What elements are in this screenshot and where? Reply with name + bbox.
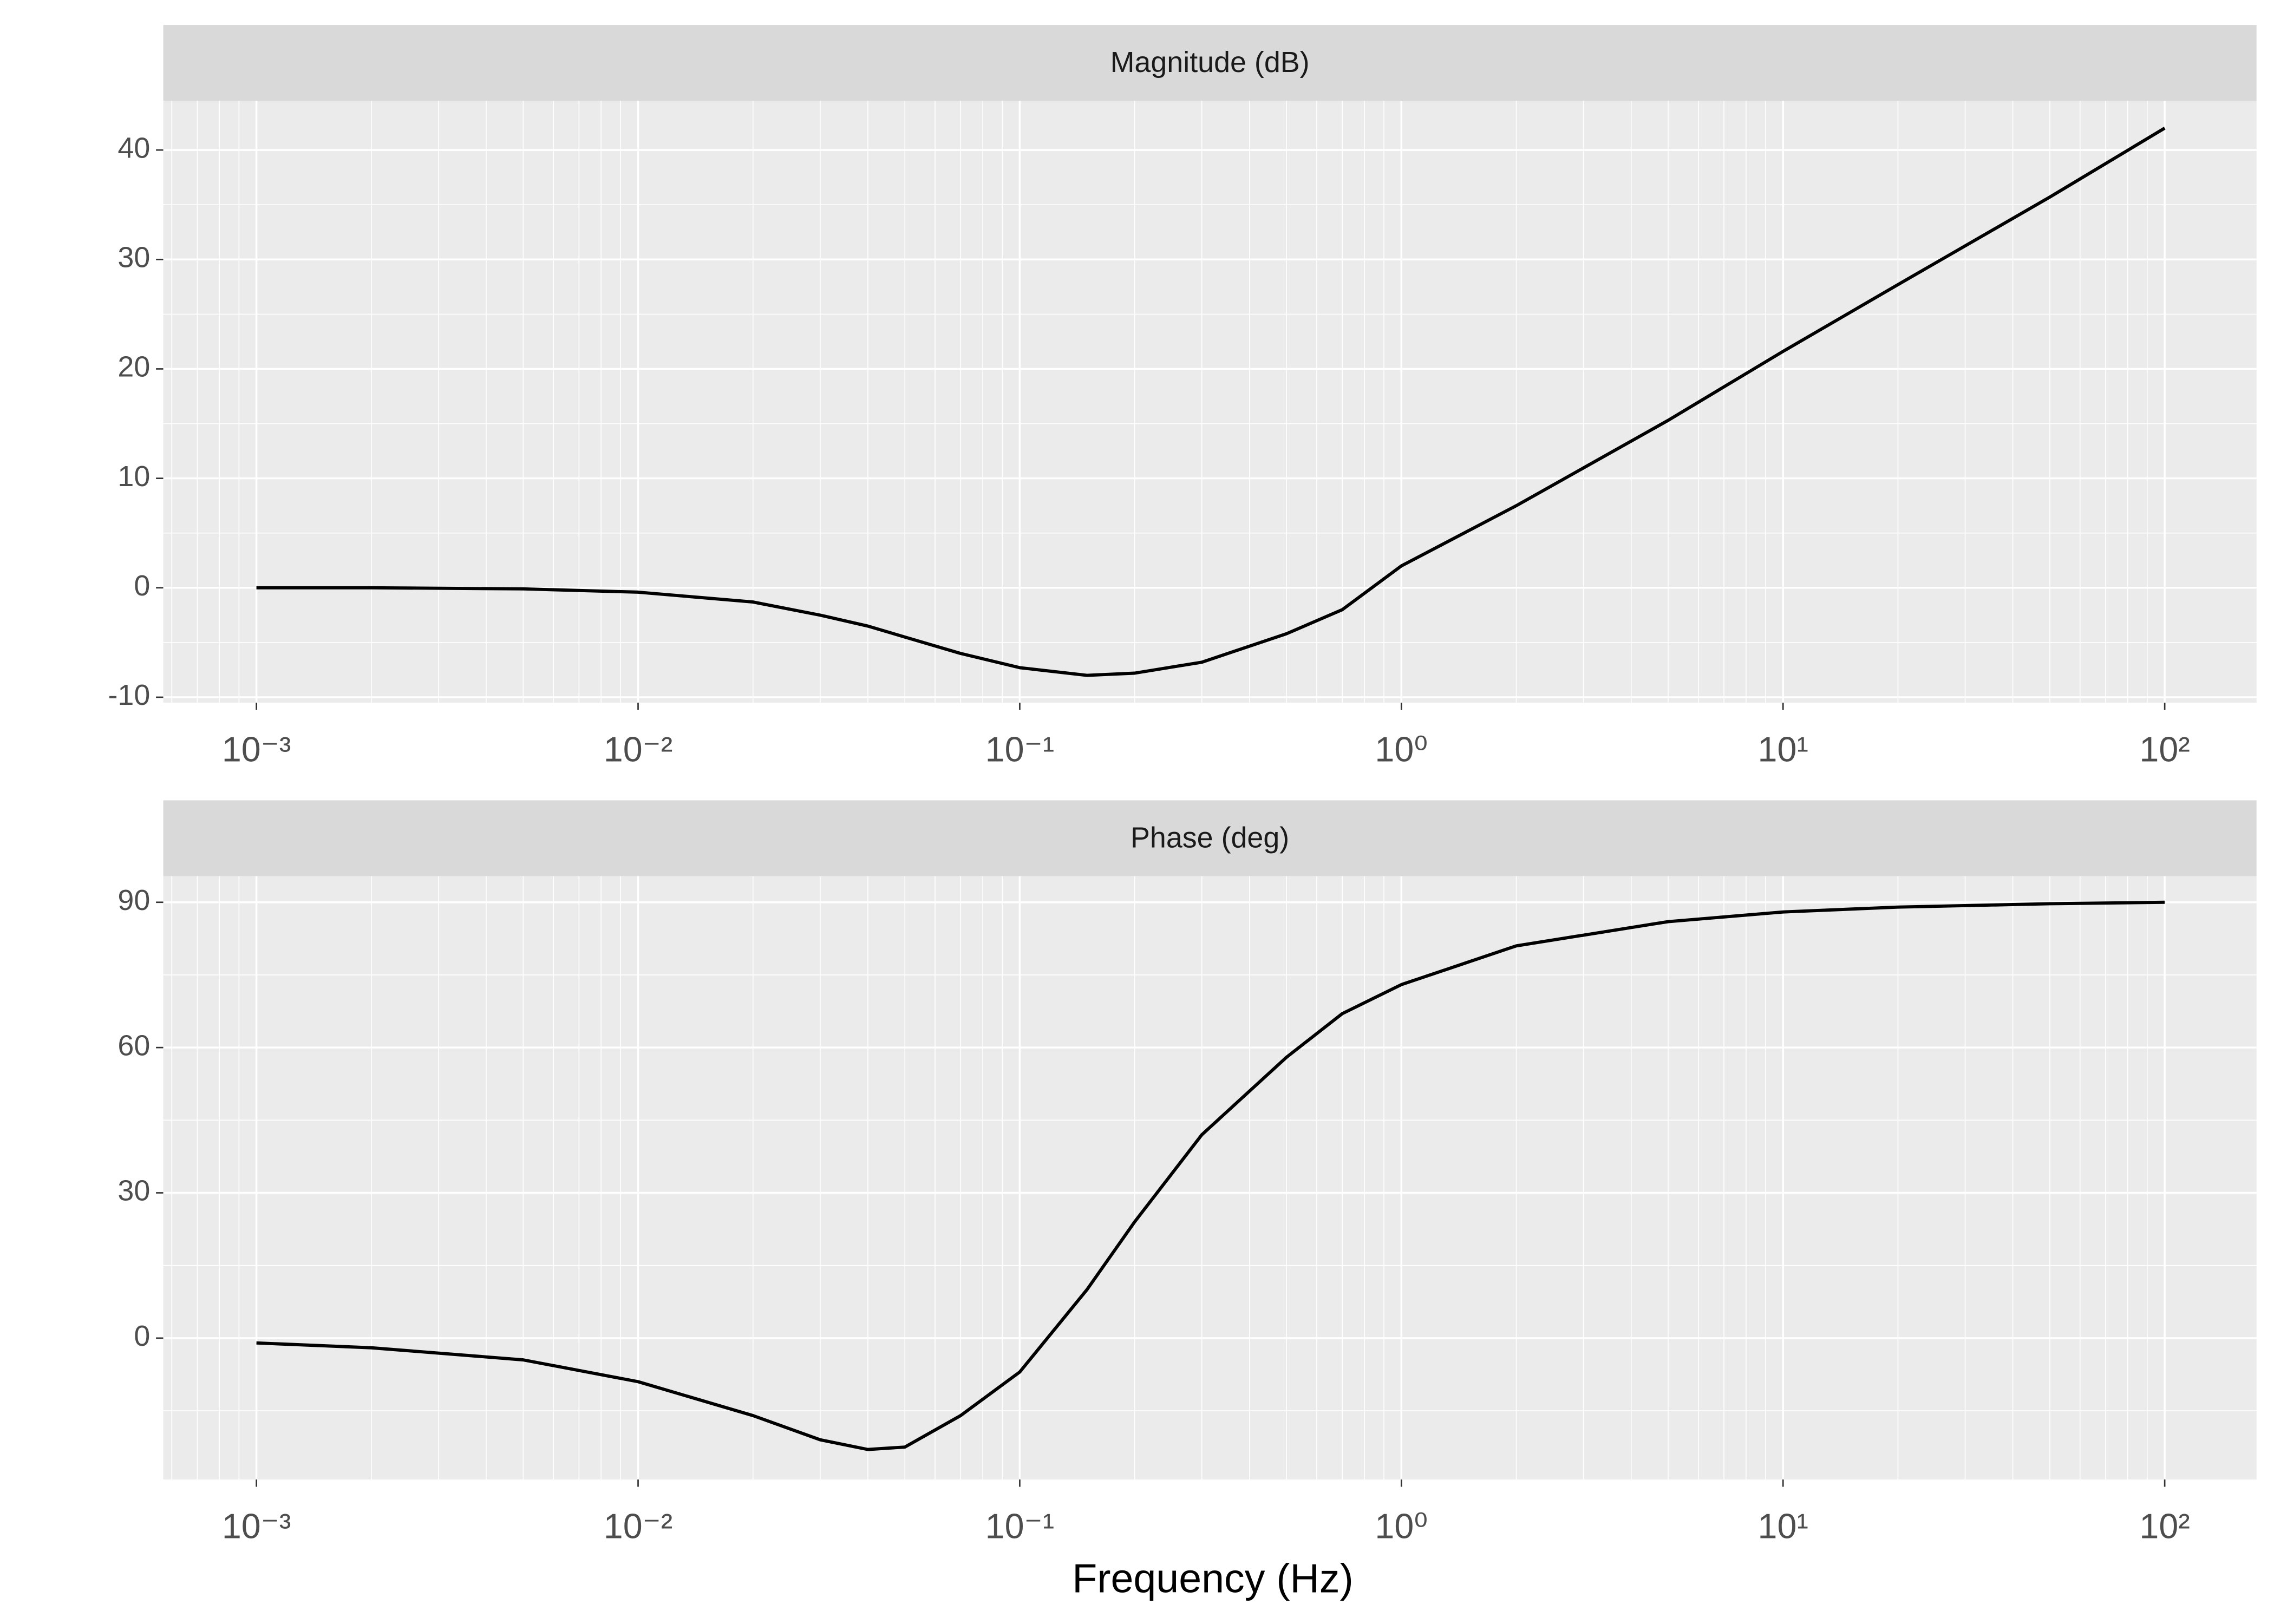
x-tick-label: 10⁻² [604,1507,672,1546]
x-tick-label: 10¹ [1758,730,1808,769]
x-tick-label: 10⁻¹ [985,1507,1054,1546]
y-tick-label: 30 [117,241,150,274]
y-tick-label: 90 [117,884,150,916]
x-tick-label: 10⁰ [1375,730,1428,769]
y-tick-label: 30 [117,1175,150,1207]
x-tick-label: 10² [2139,730,2190,769]
x-tick-label: 10⁰ [1375,1507,1428,1546]
y-tick-label: 10 [117,460,150,493]
y-tick-label: 60 [117,1029,150,1062]
x-tick-label: 10⁻³ [222,730,291,769]
line [256,900,2165,1451]
strip [163,800,2257,876]
y-tick-label: 0 [134,1320,150,1352]
x-tick-label: 10² [2139,1507,2190,1546]
x-tick-label: 10⁻¹ [985,730,1054,769]
strip [163,25,2257,101]
panel [163,101,2257,703]
y-tick-label: 40 [117,132,150,164]
y-tick-label: 20 [117,351,150,383]
panel [163,876,2257,1480]
y-tick-label: -10 [108,679,150,711]
y-tick-label: 0 [134,569,150,602]
panel-title: Phase (deg) [1131,821,1289,854]
x-tick-label: 10⁻² [604,730,672,769]
x-axis-label: Frequency (Hz) [1072,1555,1353,1601]
x-tick-label: 10¹ [1758,1507,1808,1546]
line [256,127,2166,677]
panel-title: Magnitude (dB) [1110,46,1310,78]
x-tick-label: 10⁻³ [222,1507,291,1546]
